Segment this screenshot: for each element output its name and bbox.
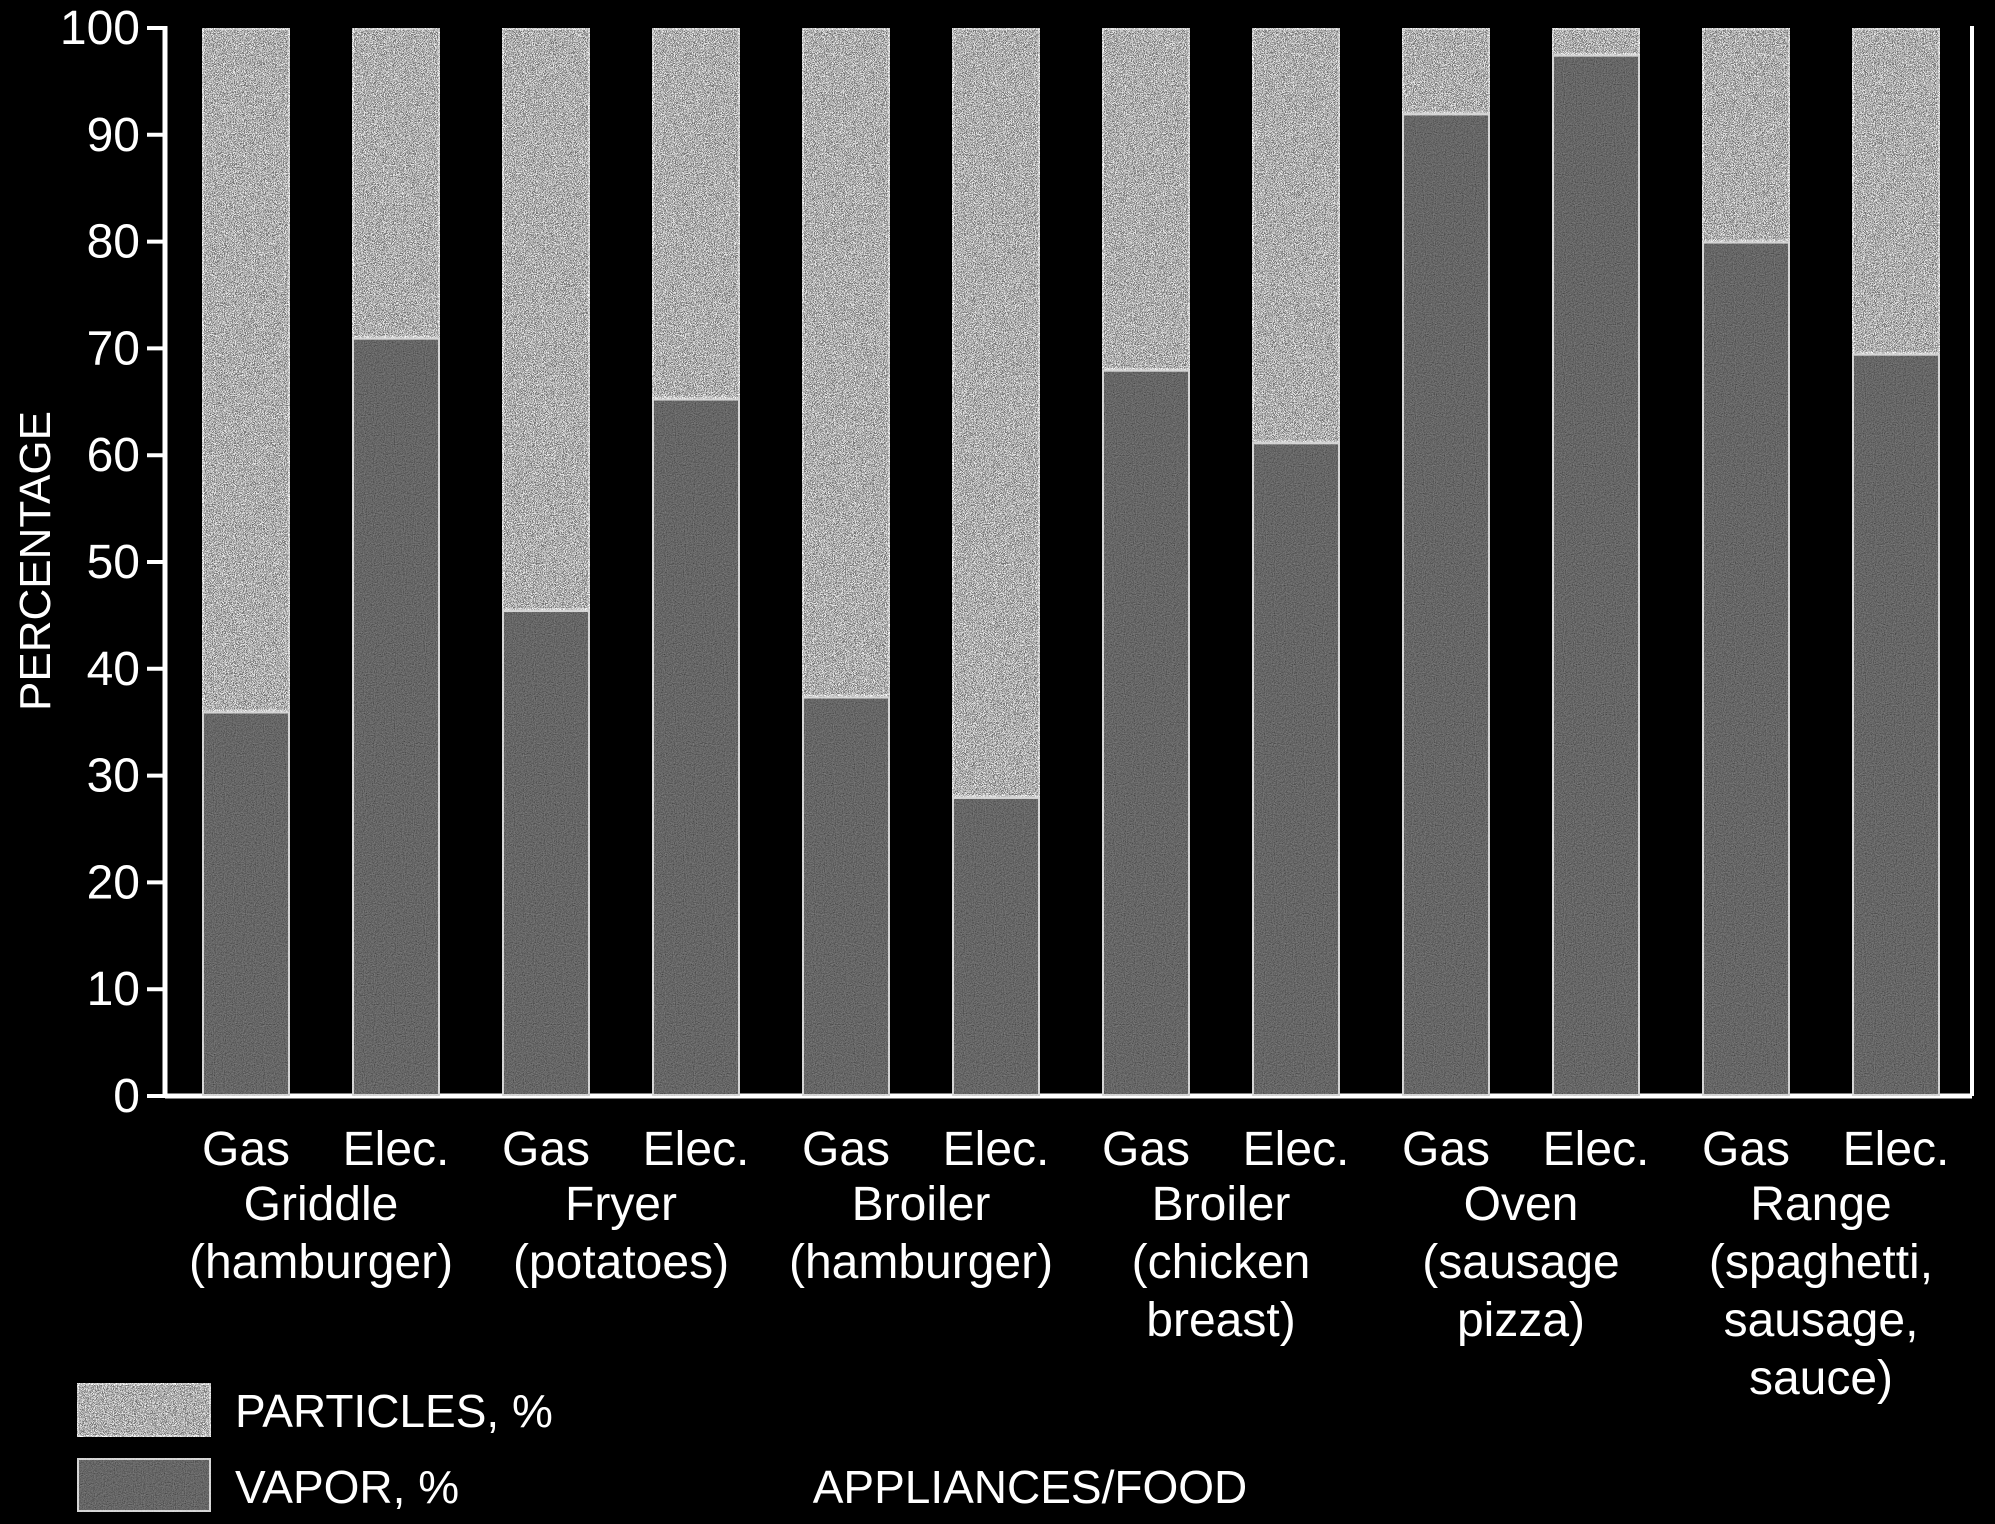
- bar-particles: [200, 26, 292, 714]
- x-tick-label: Gas: [1702, 1123, 1790, 1176]
- bar-vapor: [1700, 239, 1792, 1099]
- y-axis-title: PERCENTAGE: [11, 411, 60, 711]
- bar-particles: [950, 26, 1042, 799]
- group-label: Oven: [1464, 1178, 1579, 1231]
- group-label: (potatoes): [513, 1236, 729, 1289]
- y-tick-label: 90: [87, 109, 140, 162]
- group-label: (sausage: [1422, 1236, 1619, 1289]
- bar-vapor: [200, 709, 292, 1099]
- bar-vapor: [1400, 111, 1492, 1098]
- y-tick-label: 40: [87, 643, 140, 696]
- x-label-group: Gas Elec. Gas Elec. Gas Elec. Gas Elec. Gas Elec.…: [189, 1123, 1949, 1405]
- bar-vapor: [500, 608, 592, 1098]
- y-tick-label: 60: [87, 429, 140, 482]
- bar-particles: [350, 26, 442, 340]
- bar-vapor: [1100, 367, 1192, 1098]
- bar-particles: [1850, 26, 1942, 356]
- y-tick-label: 100: [60, 2, 140, 55]
- legend-swatch-particles: [75, 1381, 213, 1439]
- x-tick-label: Gas: [502, 1123, 590, 1176]
- x-tick-label: Gas: [1402, 1123, 1490, 1176]
- x-tick-label: Gas: [1102, 1123, 1190, 1176]
- x-tick-label: Elec.: [943, 1123, 1050, 1176]
- bar-particles: [650, 26, 742, 401]
- group-label: Broiler: [852, 1178, 991, 1231]
- legend: PARTICLES, % VAPOR, %: [75, 1381, 553, 1514]
- bar-particles: [500, 26, 592, 613]
- group-label: (hamburger): [189, 1236, 453, 1289]
- bar-particles: [1100, 26, 1192, 372]
- group-label: Broiler: [1152, 1178, 1291, 1231]
- y-tick-label: 50: [87, 536, 140, 589]
- bar-vapor: [350, 335, 442, 1099]
- group-label: Griddle: [244, 1178, 399, 1231]
- group-label: sausage,: [1724, 1294, 1919, 1347]
- bar-vapor: [1850, 351, 1942, 1098]
- x-tick-label: Elec.: [1243, 1123, 1350, 1176]
- bar-vapor: [800, 694, 892, 1098]
- y-tick-label: 0: [113, 1070, 140, 1123]
- y-tick-group: 0 10 20 30 40 50 60 70 80 90 100: [60, 2, 165, 1123]
- group-label: (hamburger): [789, 1236, 1053, 1289]
- bar-vapor: [950, 794, 1042, 1099]
- y-tick-label: 30: [87, 750, 140, 803]
- group-label: pizza): [1457, 1294, 1585, 1347]
- x-tick-label: Gas: [802, 1123, 890, 1176]
- y-tick-label: 20: [87, 856, 140, 909]
- y-tick-label: 80: [87, 216, 140, 269]
- legend-swatch-vapor: [75, 1456, 213, 1514]
- bar-vapor: [1550, 52, 1642, 1099]
- bars-group: [200, 26, 1942, 1099]
- bar-vapor: [1250, 440, 1342, 1099]
- y-tick-label: 10: [87, 963, 140, 1016]
- bar-vapor: [650, 396, 742, 1098]
- bar-particles: [800, 26, 892, 699]
- bar-particles: [1700, 26, 1792, 244]
- legend-label-vapor: VAPOR, %: [235, 1461, 459, 1513]
- y-tick-label: 70: [87, 322, 140, 375]
- group-label: (spaghetti,: [1709, 1236, 1933, 1289]
- group-label: Fryer: [565, 1178, 677, 1231]
- group-label: sauce): [1749, 1352, 1893, 1405]
- bar-particles: [1250, 26, 1342, 445]
- group-label: (chicken: [1132, 1236, 1311, 1289]
- x-tick-label: Elec.: [343, 1123, 450, 1176]
- bar-particles: [1400, 26, 1492, 116]
- x-tick-label: Elec.: [1543, 1123, 1650, 1176]
- group-label: Range: [1750, 1178, 1891, 1231]
- x-tick-label: Elec.: [1843, 1123, 1950, 1176]
- x-tick-label: Gas: [202, 1123, 290, 1176]
- x-axis-title: APPLIANCES/FOOD: [813, 1461, 1248, 1513]
- bar-particles: [1550, 26, 1642, 57]
- x-tick-label: Elec.: [643, 1123, 750, 1176]
- group-label: breast): [1146, 1294, 1295, 1347]
- legend-label-particles: PARTICLES, %: [235, 1385, 553, 1437]
